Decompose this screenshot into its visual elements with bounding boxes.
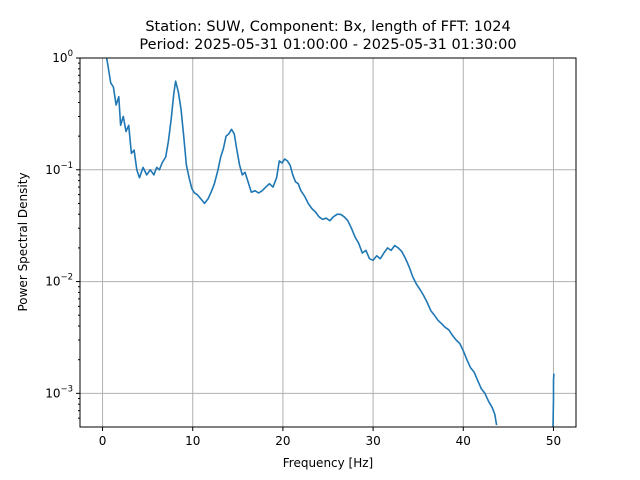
- y-tick-label: 10−3: [45, 384, 73, 400]
- grid: [80, 57, 576, 427]
- x-tick-label: 50: [546, 434, 561, 448]
- y-tick-label: 10−2: [45, 273, 73, 289]
- chart-title-line1: Station: SUW, Component: Bx, length of F…: [145, 19, 510, 35]
- series-layer: [105, 58, 555, 427]
- y-tick-label: 10−1: [45, 161, 73, 177]
- y-axis-label: Power Spectral Density: [16, 172, 30, 311]
- psd-series-line-1: [105, 58, 498, 426]
- x-tick-label: 0: [99, 434, 107, 448]
- x-tick-label: 40: [456, 434, 471, 448]
- x-tick-label: 10: [185, 434, 200, 448]
- x-tick-label: 20: [275, 434, 290, 448]
- x-tick-label: 30: [365, 434, 380, 448]
- plot-frame: [79, 57, 577, 428]
- psd-series-line-2: [552, 373, 555, 427]
- x-axis-label: Frequency [Hz]: [283, 456, 374, 470]
- chart-title-line2: Period: 2025-05-31 01:00:00 - 2025-05-31…: [139, 37, 516, 53]
- axis-ticks: 0 10 20 30 40 50 10−3 10−2 10−1 100: [45, 49, 561, 448]
- y-tick-label: 100: [52, 49, 73, 65]
